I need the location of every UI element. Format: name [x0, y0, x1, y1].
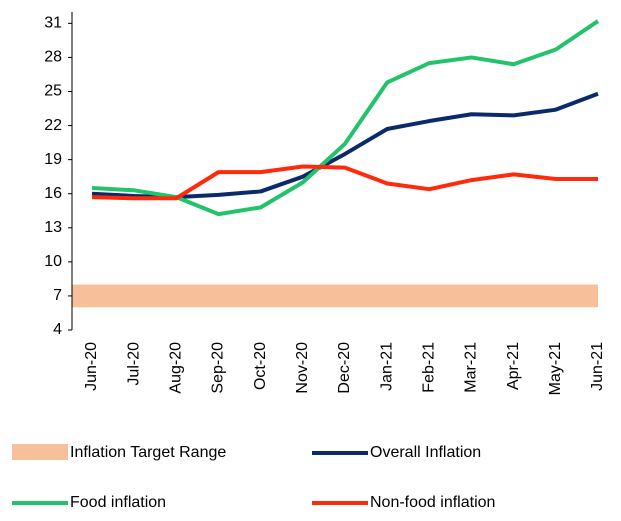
legend-label: Food inflation — [70, 494, 166, 511]
y-tick-label: 10 — [44, 253, 62, 270]
x-tick-label: Jan-21 — [378, 342, 395, 391]
y-tick-label: 19 — [44, 151, 62, 168]
y-tick-label: 4 — [53, 321, 62, 338]
y-tick-label: 25 — [44, 83, 62, 100]
series-line — [91, 19, 600, 217]
x-tick-label: Oct-20 — [252, 342, 269, 390]
legend-label: Non-food inflation — [370, 494, 495, 511]
y-tick-label: 13 — [44, 219, 62, 236]
x-tick-label: Feb-21 — [421, 342, 438, 393]
y-tick-label: 22 — [44, 117, 62, 134]
legend-label: Inflation Target Range — [70, 444, 226, 461]
x-tick-label: May-21 — [547, 342, 564, 395]
series-line — [91, 164, 598, 201]
x-tick-label: Aug-20 — [168, 342, 185, 394]
y-tick-label: 16 — [44, 185, 62, 202]
target-band — [72, 284, 598, 308]
x-tick-label: Sep-20 — [210, 342, 227, 394]
legend-label: Overall Inflation — [370, 444, 481, 461]
x-tick-label: Apr-21 — [505, 342, 522, 390]
x-tick-label: Jun-20 — [83, 342, 100, 391]
y-tick-label: 31 — [44, 15, 62, 32]
x-tick-label: Jul-20 — [125, 342, 142, 386]
x-tick-label: Nov-20 — [294, 342, 311, 394]
x-tick-label: Jun-21 — [589, 342, 606, 391]
legend-swatch — [12, 444, 68, 460]
y-tick-label: 7 — [53, 287, 62, 304]
x-tick-label: Mar-21 — [463, 342, 480, 393]
y-tick-label: 28 — [44, 49, 62, 66]
x-tick-label: Dec-20 — [336, 342, 353, 394]
